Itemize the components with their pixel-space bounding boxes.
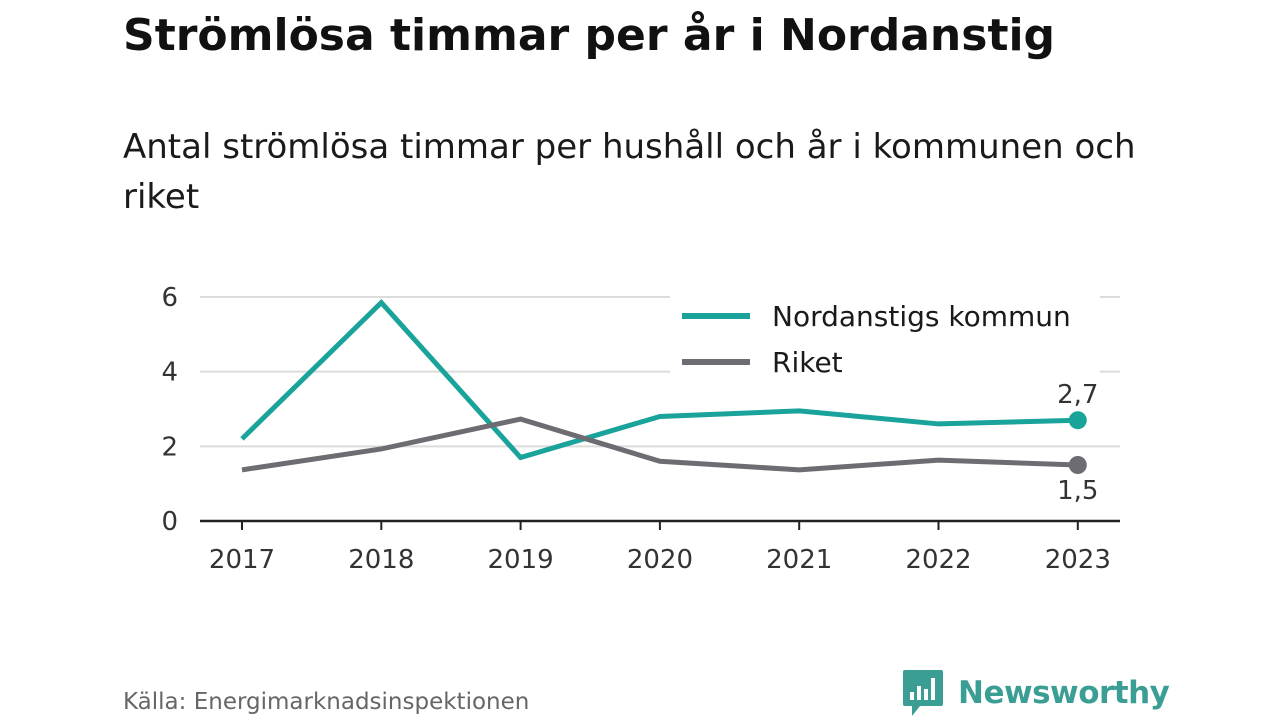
x-tick-label: 2018 (348, 545, 414, 575)
x-tick-label: 2017 (209, 545, 275, 575)
newsworthy-logo-icon (903, 670, 943, 716)
x-tick-label: 2019 (488, 545, 554, 575)
axes: 0 2 4 6 2017 2018 2019 2020 2021 2022 2023 (161, 283, 1120, 575)
x-tick-label: 2022 (905, 545, 971, 575)
series-end-point-1 (1068, 456, 1087, 474)
series-end-point-0 (1068, 411, 1087, 430)
y-tick-label: 0 (161, 507, 178, 537)
legend-label-1: Riket (772, 346, 843, 379)
y-tick-label: 2 (161, 432, 178, 462)
x-tick-label: 2023 (1045, 545, 1111, 575)
source-note: Källa: Energimarknadsinspektionen (123, 689, 530, 715)
legend-label-0: Nordanstigs kommun (772, 300, 1071, 333)
series-lines (240, 298, 1087, 474)
line-chart: 0 2 4 6 2017 2018 2019 2020 2021 2022 2023 Nordans… (161, 283, 1120, 575)
series-line-1 (241, 416, 1078, 473)
y-tick-label: 6 (161, 283, 178, 313)
end-labels: 2,7 1,5 (1055, 378, 1100, 508)
x-tick-label: 2021 (766, 545, 832, 575)
brand-logo: Newsworthy (902, 668, 1170, 718)
x-tick-label: 2020 (627, 545, 693, 575)
brand-name: Newsworthy (958, 675, 1170, 711)
chart-subtitle: Antal strömlösa timmar per hushåll och å… (123, 127, 1136, 217)
series-end-label-0: 2,7 (1057, 380, 1098, 410)
series-end-label-1: 1,5 (1057, 476, 1098, 506)
y-tick-label: 4 (161, 358, 178, 388)
chart-title: Strömlösa timmar per år i Nordanstig (123, 10, 1056, 61)
series-line-0 (240, 298, 1078, 461)
legend: Nordanstigs kommun Riket (670, 286, 1100, 380)
